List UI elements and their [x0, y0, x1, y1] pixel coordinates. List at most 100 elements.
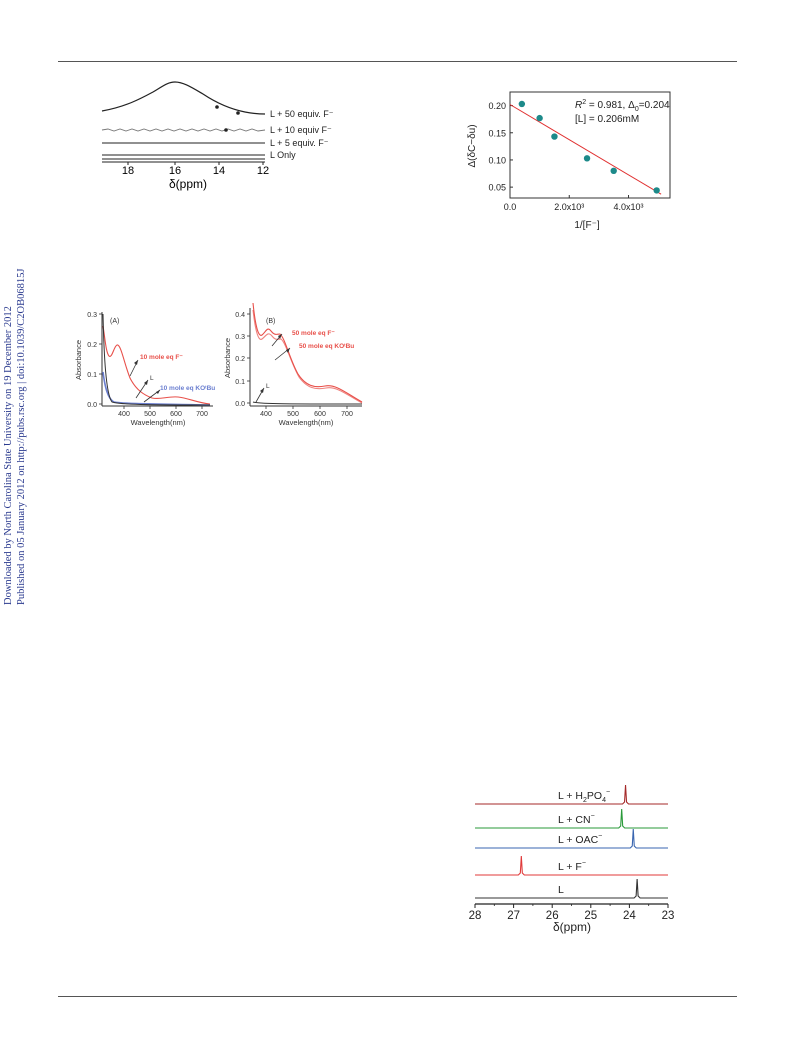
nmr-x-tick-12: 12 — [257, 165, 269, 177]
anion-x-tick-label: 23 — [662, 910, 675, 922]
uv-b-label-l: L — [266, 383, 270, 390]
uv-a-arrow-kotbu — [156, 390, 160, 394]
binding-x-tick-label: 4.0x10³ — [614, 202, 644, 212]
uv-a-ticks — [99, 313, 203, 409]
uv-b-y-tick-2: 0.2 — [235, 356, 245, 363]
binding-y-tick-label: 0.05 — [488, 183, 506, 193]
uv-a-label-f: 10 mole eq F⁻ — [140, 354, 183, 361]
anion-trace — [475, 878, 668, 899]
nmr-marker-10 — [224, 128, 228, 132]
nmr-x-ticks — [127, 162, 264, 165]
binding-y-tick-label: 0.20 — [488, 101, 506, 111]
anion-x-tick-label: 25 — [584, 910, 597, 922]
anion-trace — [475, 808, 668, 829]
anion-trace-label: L + OAC− — [558, 833, 602, 846]
binding-data-point — [518, 100, 526, 108]
binding-y-tick-label: 0.10 — [488, 155, 506, 165]
anion-trace-label: L + H2PO4− — [558, 789, 610, 804]
nmr-trace-50-equiv — [101, 81, 266, 115]
binding-annotation-conc: [L] = 0.206mM — [575, 114, 639, 125]
nmr-titration-figure: L + 50 equiv. F⁻ L + 10 equiv F⁻ L + 5 e… — [101, 81, 334, 191]
nmr-x-tick-18: 18 — [122, 165, 134, 177]
uv-a-arrow-f — [134, 360, 138, 365]
uv-a-trace-l — [102, 313, 211, 406]
uv-a-label-kotbu: 10 mole eq KOᵗBu — [160, 385, 215, 392]
nmr-label-5-equiv: L + 5 equiv. F⁻ — [270, 138, 329, 148]
uv-b-y-tick-0: 0.4 — [235, 312, 245, 319]
anion-x-tick-label: 26 — [546, 910, 559, 922]
uv-b-trace-kotbu — [252, 309, 363, 404]
anion-trace — [475, 784, 668, 805]
uv-b-ticks — [247, 313, 348, 409]
uv-a-tag: (A) — [110, 318, 119, 325]
anion-trace-label: L — [558, 884, 564, 896]
nmr-anions-figure: L + H2PO4−L + CN−L + OAC−L + F−L 28 27 26 2… — [469, 784, 675, 934]
anion-x-tick-label: 28 — [469, 910, 482, 922]
uv-a-y-tick-2: 0.1 — [87, 372, 97, 379]
side-note-publication: Published on 05 January 2012 on http://p… — [16, 268, 27, 605]
binding-x-tick-label: 0.0 — [504, 202, 517, 212]
binding-points — [518, 100, 660, 194]
binding-y-label: Δ(δC−δu) — [467, 124, 478, 167]
uv-a-y-label: Absorbance — [74, 340, 83, 380]
nmr-marker-50-a — [215, 105, 219, 109]
uv-b-y-tick-1: 0.3 — [235, 334, 245, 341]
uv-a-x-tick-0: 400 — [118, 411, 130, 418]
anion-trace-label: L + CN− — [558, 813, 595, 826]
anion-x-ticks: 28 27 26 25 24 23 — [469, 904, 675, 922]
uv-a-trace-f — [102, 325, 211, 405]
anion-trace-label: L + F− — [558, 860, 586, 873]
uv-b-y-tick-3: 0.1 — [235, 379, 245, 386]
binding-fit-line — [509, 104, 662, 195]
uv-b-x-label: Wavelength(nm) — [279, 418, 334, 427]
nmr-x-label: δ(ppm) — [169, 177, 207, 191]
anion-x-label: δ(ppm) — [553, 920, 591, 934]
nmr-x-tick-16: 16 — [169, 165, 181, 177]
binding-x-ticks: 0.0 2.0x10³ 4.0x10³ — [504, 195, 644, 212]
binding-annotation-r2: R2 = 0.981, Δ0=0.204 — [575, 99, 670, 113]
uv-b-label-kotbu: 50 mole eq KOᵗBu — [299, 343, 354, 350]
binding-y-ticks: 0.20 0.15 0.10 0.05 — [488, 101, 513, 193]
uv-a-x-tick-1: 500 — [144, 411, 156, 418]
nmr-trace-10-equiv — [101, 128, 266, 132]
uv-a-x-tick-2: 600 — [170, 411, 182, 418]
uv-b-x-tick-2: 600 — [314, 411, 326, 418]
uv-b-x-tick-0: 400 — [260, 411, 272, 418]
nmr-marker-50-b — [236, 111, 240, 115]
binding-y-tick-label: 0.15 — [488, 128, 506, 138]
footer-rule — [58, 996, 737, 997]
anion-x-tick-label: 24 — [623, 910, 636, 922]
uv-b-x-tick-3: 700 — [341, 411, 353, 418]
uv-b-trace-f — [252, 302, 363, 403]
uv-a-y-tick-1: 0.2 — [87, 342, 97, 349]
uv-b-arrow-l — [260, 388, 264, 393]
binding-x-label: 1/[F⁻] — [574, 220, 600, 231]
anion-trace — [475, 855, 668, 876]
side-note-download: Downloaded by North Carolina State Unive… — [3, 306, 14, 605]
binding-plot-figure: R2 = 0.981, Δ0=0.204 [L] = 0.206mM 0.200… — [467, 91, 671, 231]
nmr-label-10-equiv: L + 10 equiv F⁻ — [270, 125, 332, 135]
uv-b-tag: (B) — [266, 318, 275, 325]
nmr-x-tick-14: 14 — [213, 165, 225, 177]
uv-a-y-tick-0: 0.3 — [87, 312, 97, 319]
uv-b-label-f: 50 mole eq F⁻ — [292, 330, 335, 337]
uv-a-x-label: Wavelength(nm) — [131, 418, 186, 427]
binding-data-point — [610, 167, 617, 175]
uv-panel-b: 0.4 0.3 0.2 0.1 0.0 400 500 600 700 Abso… — [223, 302, 363, 427]
binding-plot-frame — [509, 91, 671, 199]
uv-vis-figure: 0.3 0.2 0.1 0.0 400 500 600 700 Absorban… — [74, 302, 363, 427]
anion-trace — [475, 828, 668, 849]
binding-data-point — [551, 133, 558, 140]
uv-b-x-tick-1: 500 — [287, 411, 299, 418]
binding-data-point — [536, 114, 543, 122]
uv-b-trace-l — [252, 401, 363, 405]
nmr-label-50-equiv: L + 50 equiv. F⁻ — [270, 109, 334, 119]
uv-panel-a: 0.3 0.2 0.1 0.0 400 500 600 700 Absorban… — [74, 312, 215, 427]
uv-b-arrow-kotbu — [286, 348, 290, 353]
uv-a-y-tick-3: 0.0 — [87, 402, 97, 409]
anion-x-tick-label: 27 — [507, 910, 520, 922]
anion-traces: L + H2PO4− L + CN− L + OAC− L + F− L — [475, 784, 668, 899]
uv-a-arrow-l — [144, 380, 148, 385]
uv-b-y-label: Absorbance — [223, 338, 232, 378]
binding-data-point — [653, 187, 660, 194]
